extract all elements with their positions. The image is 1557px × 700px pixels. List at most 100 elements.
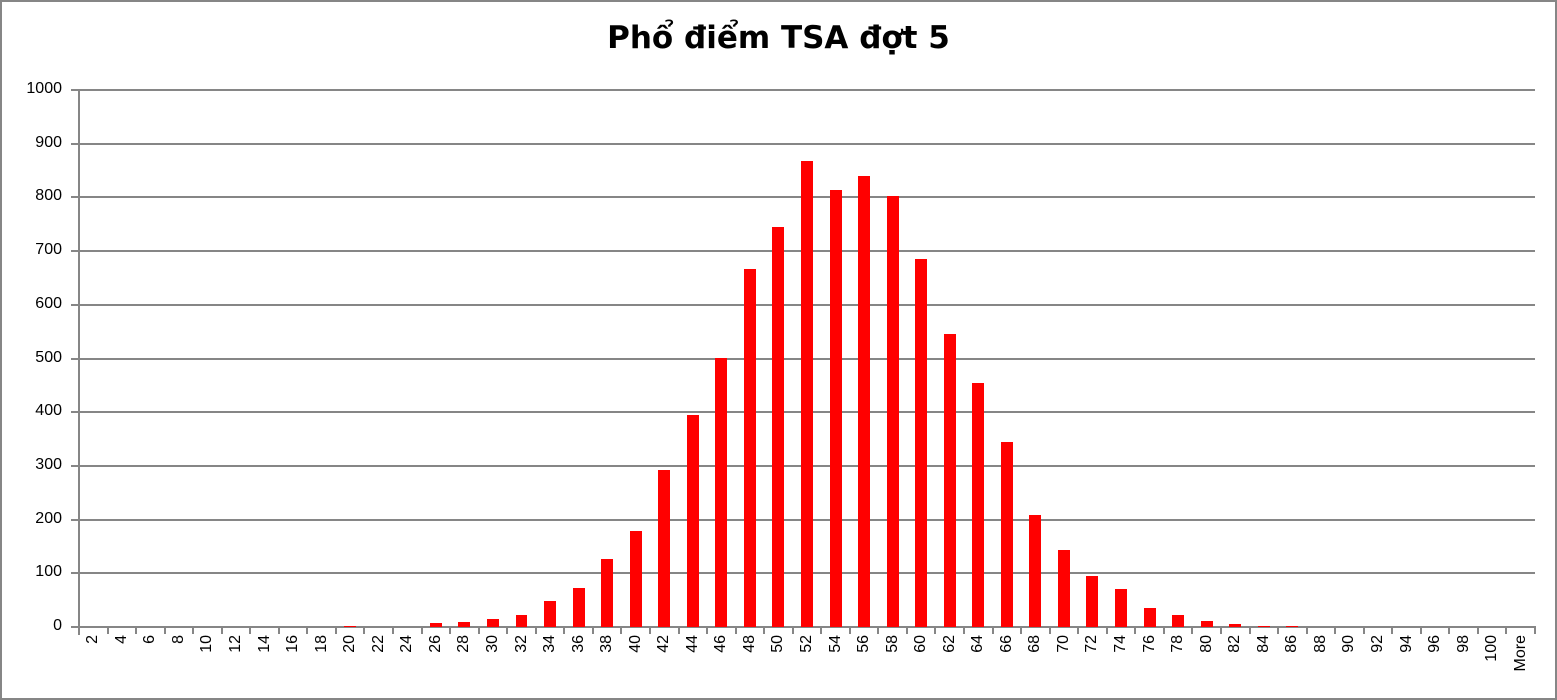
x-tick-label: 42 (655, 635, 673, 653)
x-tick-label: 94 (1397, 635, 1415, 653)
x-tick (963, 626, 966, 634)
x-tick (1305, 626, 1308, 634)
x-tick-label: 92 (1368, 635, 1386, 653)
y-tick (71, 89, 79, 91)
x-tick (1476, 626, 1479, 634)
chart-title: Phổ điểm TSA đợt 5 (607, 20, 950, 56)
x-tick (1362, 626, 1365, 634)
x-tick (363, 626, 366, 634)
gridline (79, 142, 1535, 145)
x-tick-label: 32 (512, 635, 530, 653)
x-tick (1391, 626, 1394, 634)
x-tick-label: 72 (1083, 635, 1101, 653)
x-tick-label: 22 (369, 635, 387, 653)
x-tick-label: 88 (1311, 635, 1329, 653)
x-tick-label: 82 (1226, 635, 1244, 653)
x-tick (1191, 626, 1194, 634)
x-tick-label: 20 (341, 635, 359, 653)
x-tick (192, 626, 195, 634)
bar-58 (886, 195, 899, 627)
bar-82 (1229, 623, 1242, 627)
x-tick (563, 626, 566, 634)
y-tick-label: 700 (35, 241, 62, 259)
x-tick (1534, 626, 1536, 634)
y-tick (71, 464, 79, 467)
y-tick (71, 626, 79, 628)
x-tick-label: 58 (883, 635, 901, 653)
x-tick-label: 100 (1483, 635, 1501, 662)
x-tick (763, 626, 766, 634)
x-tick (163, 626, 166, 634)
x-tick (1448, 626, 1451, 634)
x-tick-label: 12 (227, 635, 245, 653)
x-tick (106, 626, 109, 634)
x-tick-label: 14 (255, 635, 273, 653)
bar-28 (458, 622, 471, 627)
bar-32 (515, 615, 528, 627)
x-tick (848, 626, 851, 634)
bar-52 (801, 160, 813, 627)
x-tick (1134, 626, 1137, 634)
y-tick (71, 303, 79, 306)
y-tick-label: 600 (35, 294, 62, 312)
x-tick (1077, 626, 1080, 634)
x-tick-label: 66 (997, 635, 1015, 653)
x-tick-label: 18 (312, 635, 330, 653)
y-tick-label: 800 (35, 187, 62, 205)
x-tick (306, 626, 309, 634)
x-tick-label: 56 (855, 635, 873, 653)
x-tick-label: 64 (969, 635, 987, 653)
x-tick-label: 78 (1169, 635, 1187, 653)
y-tick (71, 518, 79, 521)
x-tick (648, 626, 651, 634)
x-tick (620, 626, 623, 634)
bar-62 (943, 334, 956, 627)
bar-76 (1143, 607, 1156, 627)
x-tick (934, 626, 937, 634)
bar-66 (1000, 442, 1013, 627)
x-tick-label: 80 (1197, 635, 1215, 653)
bar-38 (601, 559, 614, 627)
bar-26 (429, 623, 442, 627)
x-tick (392, 626, 395, 634)
y-tick-label: 900 (35, 133, 62, 151)
bar-68 (1029, 514, 1042, 627)
gridline (79, 89, 1535, 91)
x-tick (477, 626, 480, 634)
x-tick (277, 626, 280, 634)
x-tick-label: 24 (398, 635, 416, 653)
bar-86 (1286, 625, 1299, 627)
x-tick (677, 626, 680, 634)
x-tick (449, 626, 452, 634)
plot-area (71, 89, 1536, 635)
x-axis-line (79, 626, 1535, 628)
x-tick-label: 74 (1112, 635, 1130, 653)
x-tick (1248, 626, 1251, 634)
y-tick (71, 142, 79, 145)
bar-80 (1200, 620, 1213, 627)
x-tick-label: 84 (1254, 635, 1272, 653)
x-tick (905, 626, 908, 634)
y-tick-label: 300 (35, 455, 62, 473)
x-tick (78, 626, 80, 634)
x-tick-label: 98 (1454, 635, 1472, 653)
x-tick-label: 4 (112, 635, 130, 644)
y-tick (71, 572, 79, 575)
x-tick-label: 10 (198, 635, 216, 653)
x-tick (1419, 626, 1422, 634)
bar-64 (972, 382, 985, 627)
y-tick-label: 0 (53, 617, 62, 634)
x-tick-label: 38 (598, 635, 616, 653)
x-tick-label: 30 (483, 635, 501, 653)
x-tick-label: 86 (1283, 635, 1301, 653)
bar-46 (715, 357, 728, 627)
bar-72 (1086, 575, 1099, 627)
x-tick (1277, 626, 1280, 634)
x-tick-label: More (1511, 635, 1529, 672)
bar-34 (544, 601, 557, 627)
y-tick (71, 411, 79, 414)
x-tick (820, 626, 823, 634)
x-tick-label: 46 (712, 635, 730, 653)
x-tick-label: 60 (912, 635, 930, 653)
x-tick-label: 8 (169, 635, 187, 644)
